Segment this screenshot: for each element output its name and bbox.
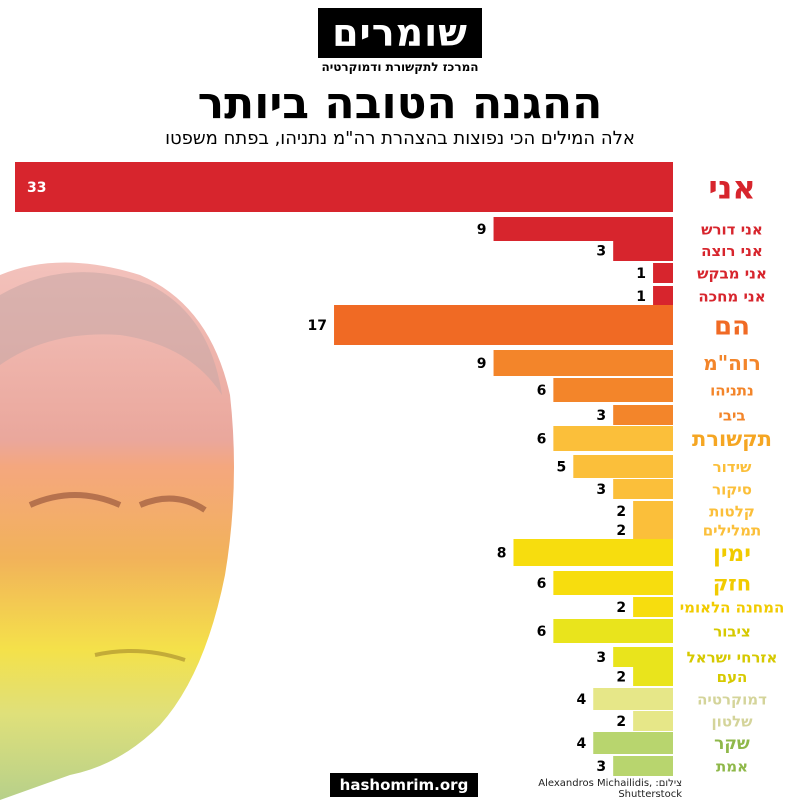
value-label: 33: [27, 180, 46, 196]
category-label: אני מבקש: [697, 264, 767, 282]
category-label: דמוקרטיה: [697, 690, 767, 708]
category-label: שלטון: [712, 712, 754, 730]
bar: [613, 647, 673, 667]
value-label: 2: [616, 504, 626, 520]
logo: שומרים: [318, 8, 482, 58]
category-label: אני מחכה: [698, 287, 765, 305]
value-label: 4: [576, 692, 586, 708]
bar: [553, 619, 673, 643]
category-label: תמלילים: [703, 521, 762, 539]
category-label: שקר: [714, 734, 750, 754]
netanyahu-portrait: [0, 262, 234, 800]
value-label: 6: [537, 624, 547, 640]
bar: [493, 350, 673, 376]
value-label: 8: [497, 546, 507, 562]
bar: [653, 263, 673, 283]
category-label: המחנה הלאומי: [680, 598, 785, 616]
bar: [633, 667, 673, 686]
value-label: 2: [616, 523, 626, 539]
category-label: רוה"מ: [703, 351, 761, 375]
value-label: 9: [477, 356, 487, 372]
category-label: אמת: [716, 757, 748, 775]
category-label: שידור: [713, 458, 752, 476]
bar: [613, 479, 673, 499]
bar: [553, 378, 673, 402]
value-label: 1: [636, 289, 646, 305]
category-label: סיקור: [712, 480, 752, 498]
bar: [334, 305, 673, 345]
bar: [593, 688, 673, 710]
value-label: 2: [616, 670, 626, 686]
chart-subtitle: אלה המילים הכי נפוצות בהצהרת רה"מ נתניהו…: [165, 128, 635, 149]
value-label: 3: [596, 244, 606, 260]
logo-subtitle: המרכז לתקשורת ודמוקרטיה: [321, 60, 479, 74]
bar: [633, 597, 673, 617]
category-label: אני רוצה: [701, 242, 763, 260]
value-label: 3: [596, 408, 606, 424]
photo-credit: צילום: Alexandros Michailidis, Shutterst…: [538, 778, 682, 800]
bar: [633, 521, 673, 539]
category-label: העם: [717, 668, 748, 686]
category-label: חזק: [713, 572, 751, 596]
bar: [553, 571, 673, 595]
category-label: ציבור: [713, 622, 751, 640]
category-label: קלטות: [709, 502, 755, 520]
bar: [15, 162, 673, 212]
value-label: 3: [596, 759, 606, 775]
bar: [613, 756, 673, 776]
value-label: 6: [537, 383, 547, 399]
value-label: 9: [477, 222, 487, 238]
footer-url[interactable]: hashomrim.org: [330, 773, 478, 797]
category-label: אזרחי ישראל: [687, 648, 778, 666]
value-label: 17: [308, 318, 327, 334]
bar: [633, 501, 673, 521]
category-label: אני דורש: [701, 220, 763, 238]
bar: [513, 539, 673, 566]
value-label: 2: [616, 600, 626, 616]
category-label: ביבי: [718, 406, 745, 424]
value-label: 3: [596, 482, 606, 498]
value-label: 4: [576, 736, 586, 752]
logo-text: שומרים: [332, 11, 468, 55]
value-label: 6: [537, 576, 547, 592]
bar: [573, 455, 673, 478]
bar: [613, 240, 673, 261]
bar: [493, 217, 673, 241]
bar: [613, 405, 673, 425]
bar: [593, 732, 673, 754]
bar: [653, 286, 673, 306]
category-label: הם: [714, 311, 750, 341]
category-label: אני: [708, 169, 755, 207]
bar: [553, 426, 673, 451]
value-label: 1: [636, 266, 646, 282]
value-label: 5: [557, 460, 567, 476]
category-label: ימין: [713, 541, 751, 567]
value-label: 2: [616, 714, 626, 730]
category-label: תקשורת: [692, 427, 772, 451]
bar: [633, 711, 673, 731]
value-label: 6: [537, 432, 547, 448]
chart-title: ההגנה הטובה ביותר: [197, 78, 603, 129]
value-label: 3: [596, 650, 606, 666]
category-label: נתניהו: [710, 381, 754, 399]
